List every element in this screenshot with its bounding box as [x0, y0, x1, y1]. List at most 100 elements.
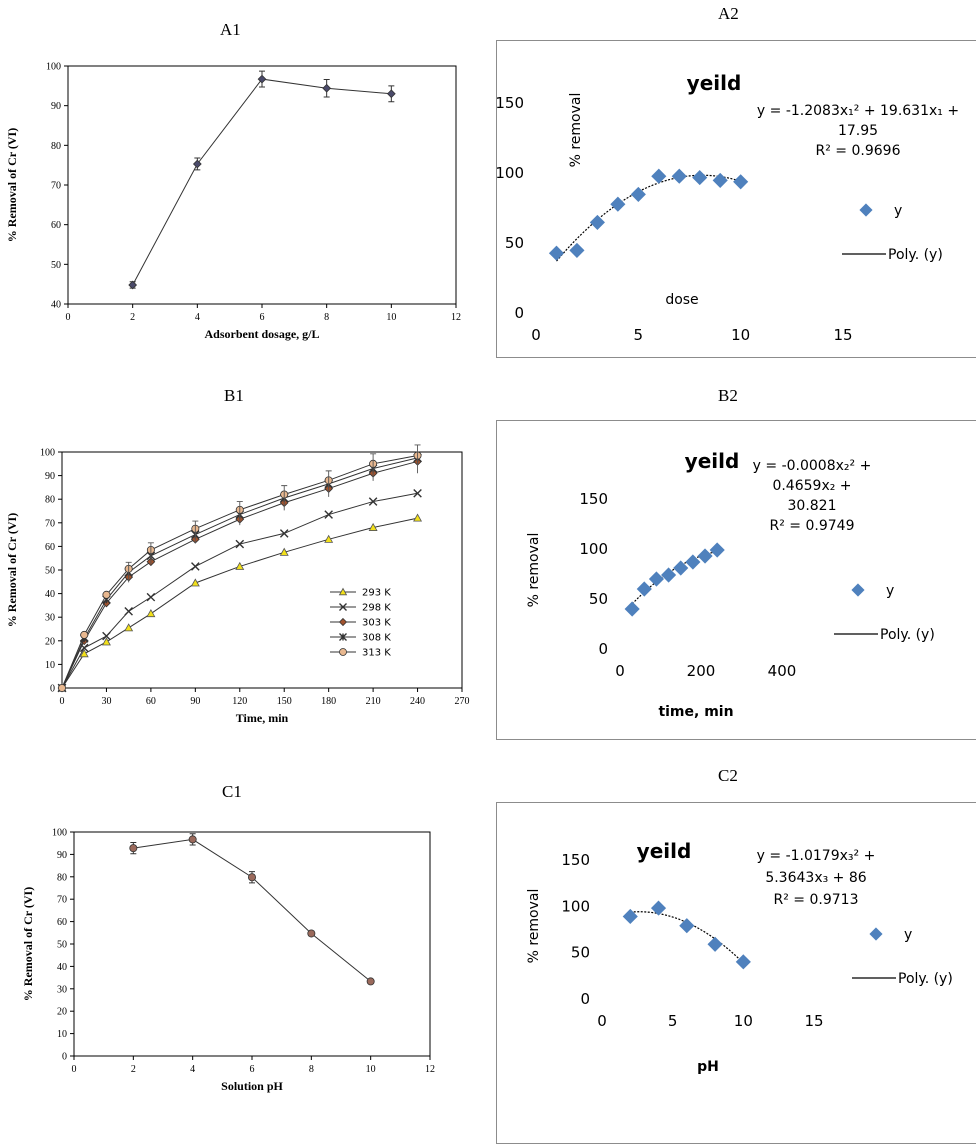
- y-tick-label: 30: [45, 613, 55, 624]
- x-tick-label: 10: [386, 312, 396, 323]
- y-tick-label: 60: [45, 542, 55, 553]
- y-tick-label: 0: [62, 1052, 67, 1063]
- y-tick-label: 0: [50, 684, 55, 695]
- error-bar: [147, 542, 154, 565]
- panel-label-c2: C2: [718, 766, 738, 785]
- data-point: [692, 170, 708, 186]
- x-tick-label: 2: [130, 312, 135, 323]
- x-tick-label: 0: [66, 312, 71, 323]
- trendline: [556, 174, 741, 262]
- data-point: [128, 280, 138, 290]
- data-point: [257, 74, 267, 84]
- panel-label-c1: C1: [222, 782, 242, 801]
- y-tick-label: 150: [579, 490, 608, 508]
- y-tick-label: 90: [57, 850, 67, 861]
- legend-label: 303 K: [362, 618, 391, 629]
- data-point: [324, 534, 334, 543]
- x-tick-label: 0: [531, 326, 541, 344]
- data-point: [735, 954, 751, 970]
- equation-text: 17.95: [838, 123, 878, 139]
- data-point: [124, 623, 134, 632]
- panel-label-b1: B1: [224, 386, 244, 405]
- x-tick-label: 15: [833, 326, 852, 344]
- chart-frame: [496, 802, 976, 1144]
- data-point: [146, 592, 156, 602]
- y-tick-label: 70: [57, 895, 67, 906]
- x-tick-label: 8: [309, 1064, 314, 1075]
- legend-label: 293 K: [362, 588, 391, 599]
- y-tick-label: 80: [57, 872, 67, 883]
- x-tick-label: 0: [72, 1064, 77, 1075]
- data-point: [235, 561, 245, 570]
- data-point: [707, 936, 723, 952]
- x-tick-label: 4: [190, 1064, 195, 1075]
- error-bar: [281, 485, 288, 511]
- error-bar: [125, 561, 132, 583]
- chart-a2: 0 50 100 150 0 5 10 15 yeild % removal dose y = -1.…: [496, 40, 976, 358]
- y-tick-label: 150: [496, 94, 524, 112]
- data-point: [610, 196, 626, 212]
- equation-text: 30.821: [788, 498, 837, 514]
- data-point: [102, 590, 111, 599]
- y-tick-label: 50: [571, 944, 590, 962]
- data-point: [685, 554, 701, 570]
- y-tick-label: 90: [45, 471, 55, 482]
- error-bar: [370, 453, 377, 481]
- data-point: [712, 172, 728, 188]
- equation-text: R² = 0.9713: [774, 892, 859, 908]
- data-point: [630, 186, 646, 202]
- x-axis-label: Time, min: [236, 711, 289, 725]
- x-tick-label: 5: [668, 1012, 678, 1030]
- data-point: [129, 844, 138, 853]
- data-point: [673, 560, 689, 576]
- legend-label: y: [904, 927, 912, 943]
- x-tick-label: 210: [366, 696, 381, 707]
- equation-text: 0.4659x₂ +: [772, 478, 851, 494]
- x-tick-label: 180: [321, 696, 336, 707]
- data-point: [413, 489, 422, 498]
- data-point: [80, 630, 89, 639]
- equation-text: y = -1.0179x₃² +: [757, 848, 876, 864]
- series-line: [133, 838, 371, 982]
- data-point: [102, 631, 111, 641]
- chart-frame: [496, 40, 976, 358]
- data-point: [307, 929, 316, 938]
- data-point: [548, 245, 565, 261]
- x-tick-label: 120: [232, 696, 247, 707]
- y-tick-label: 50: [57, 940, 67, 951]
- chart-frame: [496, 420, 976, 740]
- x-tick-label: 200: [687, 662, 716, 680]
- x-tick-label: 5: [634, 326, 644, 344]
- data-point: [624, 601, 640, 617]
- y-tick-label: 100: [52, 828, 67, 839]
- chart-b1: 0 30 60 90 120 150 180 210 240 270 0 10 20 30 40 50 60 70…: [5, 444, 470, 725]
- data-point: [58, 683, 67, 692]
- y-tick-label: 0: [514, 304, 524, 322]
- data-point: [733, 174, 749, 190]
- data-point: [101, 637, 111, 646]
- legend-marker: [339, 603, 347, 611]
- chart-title: yeild: [687, 71, 742, 95]
- legend-marker: [339, 633, 347, 641]
- x-tick-label: 150: [277, 696, 292, 707]
- y-tick-label: 60: [57, 917, 67, 928]
- equation-text: y = -0.0008x₂² +: [753, 458, 872, 474]
- data-point: [368, 497, 378, 506]
- data-point: [247, 873, 256, 882]
- x-tick-label: 270: [455, 696, 470, 707]
- equation-text: y = -1.2083x₁² + 19.631x₁ +: [757, 103, 959, 119]
- chart-title: yeild: [637, 839, 692, 863]
- legend-label: y: [886, 583, 894, 599]
- x-tick-label: 10: [734, 1012, 753, 1030]
- x-tick-label: 10: [366, 1064, 376, 1075]
- data-point: [671, 168, 687, 184]
- x-axis-label: time, min: [658, 704, 733, 720]
- error-bar: [414, 444, 421, 474]
- y-axis-label: % Removal of Cr (VI): [5, 128, 19, 242]
- x-tick-label: 10: [731, 326, 750, 344]
- x-tick-label: 0: [615, 662, 625, 680]
- chart-title: yeild: [685, 449, 740, 473]
- x-tick-label: 400: [768, 662, 797, 680]
- x-tick-label: 60: [146, 696, 156, 707]
- x-tick-label: 12: [451, 312, 461, 323]
